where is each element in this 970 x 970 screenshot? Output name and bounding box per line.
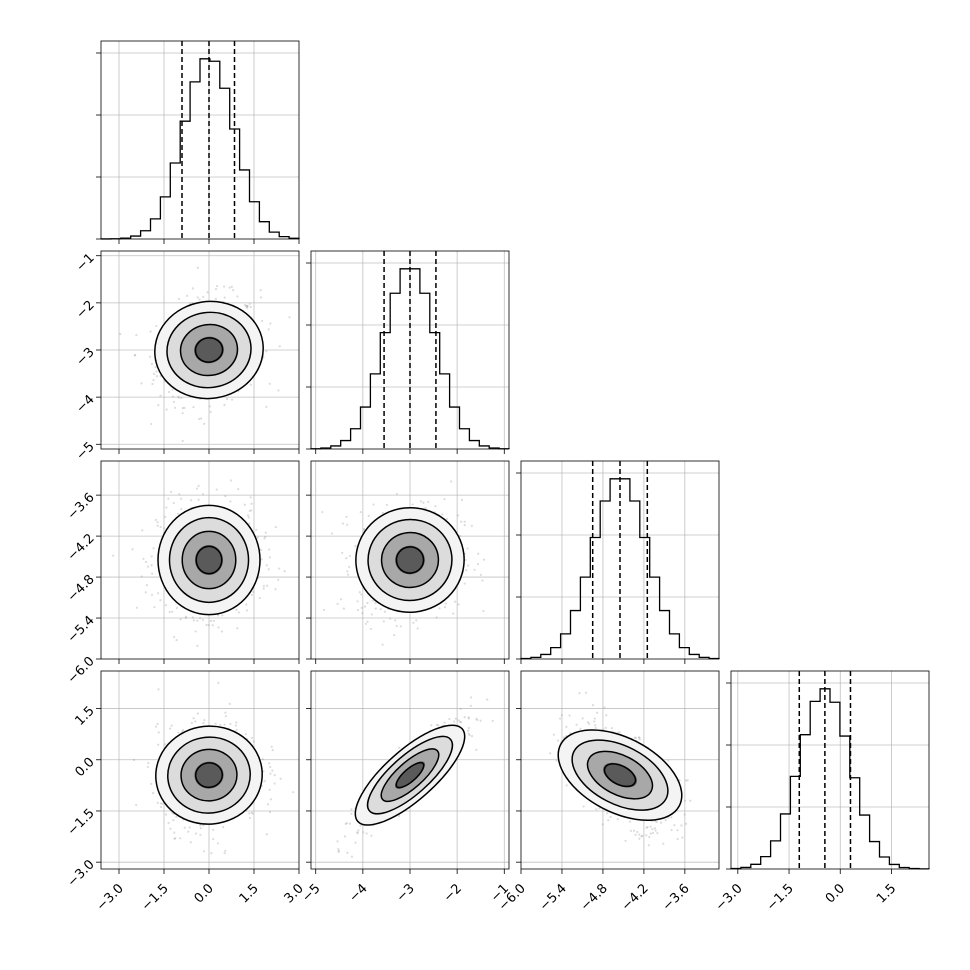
y-tick-label: −2 xyxy=(73,298,97,322)
scatter-panel-3-1 xyxy=(306,670,510,874)
scatter-panel-3-0 xyxy=(96,670,300,874)
histogram-step-3 xyxy=(730,688,930,870)
y-tick-label: −1 xyxy=(73,251,97,275)
contour-0 xyxy=(157,504,261,616)
y-tick-label: −5 xyxy=(73,439,97,463)
y-tick-label: −3.6 xyxy=(65,490,98,523)
panel-frame xyxy=(100,460,300,660)
contour-0 xyxy=(354,724,466,826)
density-level-3 xyxy=(194,544,224,576)
y-tick-label: −4 xyxy=(73,392,97,416)
contour-2 xyxy=(181,530,237,590)
contour-3 xyxy=(194,762,224,789)
contour-2 xyxy=(180,748,238,802)
density-level-3 xyxy=(194,761,224,789)
y-tick-label: −1.5 xyxy=(65,806,98,839)
scatter-panel-3-2 xyxy=(516,670,720,874)
x-tick-label: −2 xyxy=(441,881,465,905)
x-tick-label: −3 xyxy=(394,881,418,905)
x-tick-label: −3.6 xyxy=(660,881,693,914)
y-tick-label: −6.0 xyxy=(65,654,98,687)
x-tick-label: −1.5 xyxy=(764,881,797,914)
contour-2 xyxy=(586,750,654,800)
y-tick-label: 0.0 xyxy=(72,755,97,780)
y-tick-label: −4.8 xyxy=(65,572,98,605)
y-tick-label: 1.5 xyxy=(72,704,97,729)
contour-3 xyxy=(603,763,637,788)
density-level-3 xyxy=(395,545,425,575)
x-tick-label: 0.0 xyxy=(823,881,848,906)
x-tick-label: −5.4 xyxy=(537,881,570,914)
panel-frame xyxy=(730,670,930,870)
panel-frame xyxy=(520,670,720,870)
contour-1 xyxy=(168,516,250,604)
histogram-panel-0 xyxy=(96,40,300,244)
scatter-panel-2-0 xyxy=(96,460,300,664)
contour-0 xyxy=(154,300,264,400)
x-tick-label: 1.5 xyxy=(237,881,262,906)
contour-3 xyxy=(194,337,224,363)
x-tick-label: −3.0 xyxy=(713,881,746,914)
y-tick-label: −5.4 xyxy=(65,613,98,646)
x-tick-label: 0.0 xyxy=(192,881,217,906)
contour-3 xyxy=(395,761,425,789)
scatter-panel-2-1 xyxy=(306,460,510,664)
x-tick-label: −4 xyxy=(347,881,371,905)
contour-1 xyxy=(571,739,669,811)
contour-0 xyxy=(557,729,683,822)
density-level-3 xyxy=(394,761,426,789)
panel-frame xyxy=(520,460,720,660)
contour-2 xyxy=(380,531,440,589)
contour-3 xyxy=(195,545,223,575)
contour-1 xyxy=(167,736,251,814)
x-tick-label: −4.8 xyxy=(578,881,611,914)
y-tick-label: −4.2 xyxy=(65,531,98,564)
y-tick-label: −3 xyxy=(73,345,97,369)
histogram-panel-1 xyxy=(306,250,510,454)
x-tick-label: −5 xyxy=(299,881,323,905)
contour-2 xyxy=(179,323,239,377)
contour-0 xyxy=(355,506,465,614)
x-tick-label: −4.2 xyxy=(619,881,652,914)
x-tick-label: −3.0 xyxy=(94,881,127,914)
density-level-3 xyxy=(194,336,224,364)
x-tick-label: −1.5 xyxy=(139,881,172,914)
contour-1 xyxy=(166,311,252,389)
contour-2 xyxy=(380,748,440,803)
panel-frame xyxy=(100,670,300,870)
histogram-panel-3 xyxy=(726,670,930,874)
x-tick-label: 1.5 xyxy=(874,881,899,906)
y-tick-label: −3.0 xyxy=(65,857,98,890)
contour-0 xyxy=(155,725,263,825)
contour-1 xyxy=(366,735,454,815)
histogram-step-0 xyxy=(100,58,300,240)
scatter-panel-1-0 xyxy=(96,250,300,454)
panel-frame xyxy=(100,40,300,240)
contour-3 xyxy=(395,546,425,574)
histogram-panel-2 xyxy=(516,460,720,664)
contour-1 xyxy=(367,518,453,602)
